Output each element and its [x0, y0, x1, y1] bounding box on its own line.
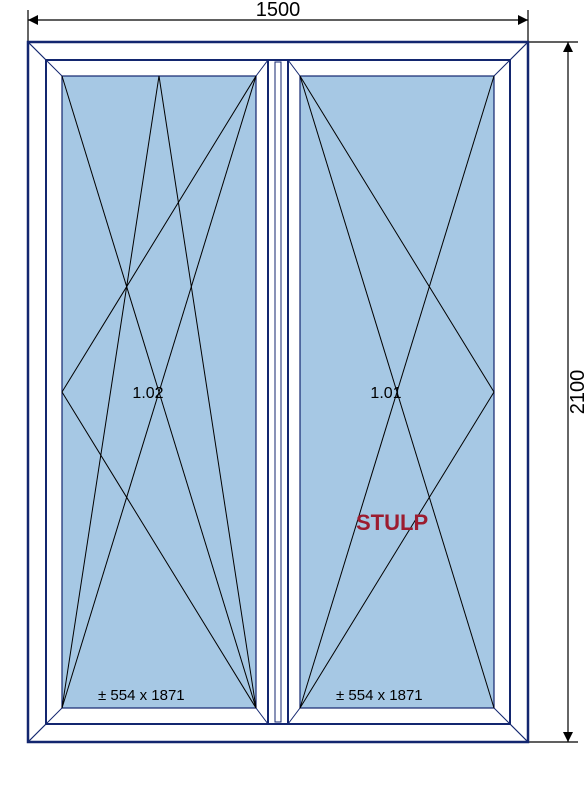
right-pane-id: 1.01	[370, 385, 401, 402]
left-pane-id: 1.02	[132, 385, 163, 402]
right-pane-size: ± 554 x 1871	[336, 687, 423, 704]
mullion-slot	[275, 62, 281, 722]
left-pane-size: ± 554 x 1871	[98, 687, 185, 704]
dim-height-label: 2100	[567, 370, 588, 415]
stulp-label: STULP	[356, 510, 428, 535]
window-technical-drawing: 1500 2100 1.02 1.01 ± 554 x 1871 ± 554 x 1871…	[0, 0, 588, 790]
dim-width-label: 1500	[256, 0, 301, 21]
